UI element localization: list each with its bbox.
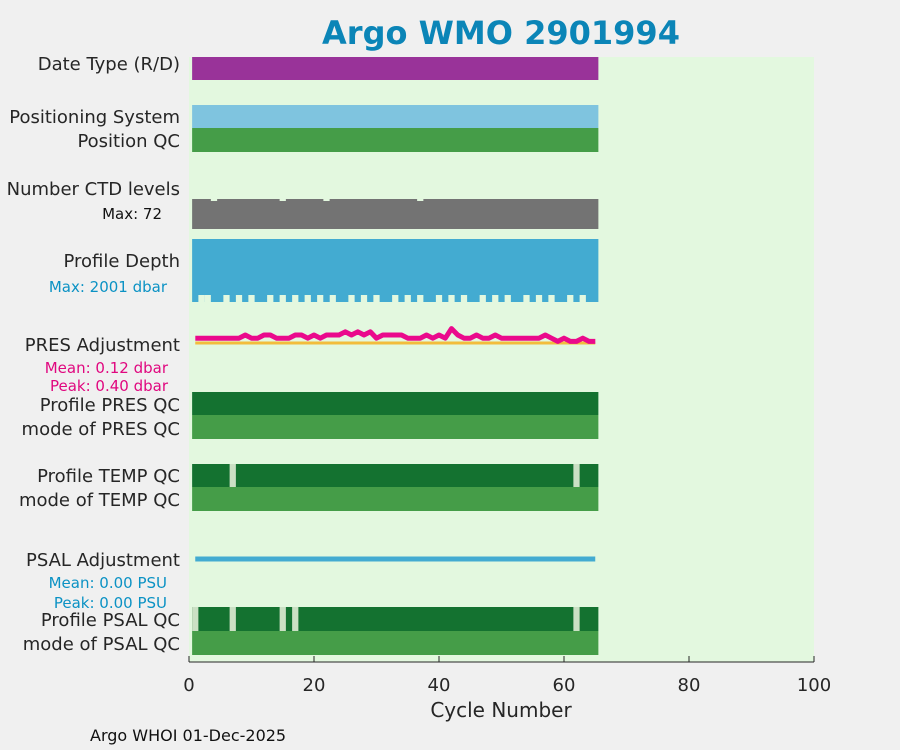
profile-depth-shallow-c47 <box>479 295 486 302</box>
profile-depth-shallow-c10 <box>248 295 255 302</box>
row-label-profile-psal-qc: Profile PSAL QC <box>41 610 180 631</box>
x-tick-label-100: 100 <box>797 675 831 696</box>
profile-depth-shallow-c23 <box>329 295 336 302</box>
pres-peak-annotation: Peak: 0.40 dbar <box>50 377 169 395</box>
x-tick-label-60: 60 <box>553 675 576 696</box>
ctd-level-dip-c22 <box>323 199 330 201</box>
positioning-system-bar <box>192 105 599 128</box>
ctd-level-dip-c4 <box>210 199 218 201</box>
x-axis-label: Cycle Number <box>430 698 572 722</box>
mode-psal-qc-bar <box>192 631 599 655</box>
profile-depth-shallow-c54 <box>523 295 530 302</box>
profile-depth-shallow-c42 <box>448 295 455 302</box>
pres-mean-annotation: Mean: 0.12 dbar <box>45 359 169 377</box>
profile-depth-shallow-c56 <box>535 295 543 302</box>
x-axis: 0 20 40 60 80 100 Cycle Number <box>183 656 831 722</box>
profile-psal-qc-gap-c15 <box>279 607 286 631</box>
row-label-profile-depth: Profile Depth <box>63 251 180 272</box>
position-qc-bar <box>192 128 599 152</box>
profile-depth-shallow-c37 <box>417 295 424 302</box>
row-label-positioning-system: Positioning System <box>9 107 180 128</box>
row-label-mode-temp-qc: mode of TEMP QC <box>19 490 180 511</box>
row-label-ctd-levels: Number CTD levels <box>7 179 180 200</box>
ctd-level-dip-c15 <box>279 199 286 201</box>
row-label-mode-pres-qc: mode of PRES QC <box>22 419 180 440</box>
profile-depth-shallow-c17 <box>292 295 299 302</box>
profile-depth-shallow-c8 <box>235 295 243 302</box>
ctd-level-dip-c37 <box>417 199 424 201</box>
profile-depth-shallow-c40 <box>435 295 443 302</box>
profile-psal-qc-gap-c1 <box>192 607 199 631</box>
row-label-mode-psal-qc: mode of PSAL QC <box>23 634 180 655</box>
profile-depth-shallow-c28 <box>360 295 368 302</box>
psal-peak-annotation: Peak: 0.00 PSU <box>54 594 167 612</box>
row-label-pres-adjustment: PRES Adjustment <box>25 335 180 356</box>
date-type-bar <box>192 57 599 80</box>
profile-depth-shallow-c2 <box>198 295 205 302</box>
row-annotations: Max: 72 Max: 2001 dbar Mean: 0.12 dbar P… <box>45 205 169 612</box>
profile-depth-shallow-c44 <box>460 295 468 302</box>
data-marks <box>192 57 599 655</box>
profile-depth-shallow-c61 <box>567 295 574 302</box>
profile-depth-shallow-c51 <box>504 295 511 302</box>
footer-credit: Argo WHOI 01-Dec-2025 <box>90 726 286 745</box>
profile-psal-qc-gap-c17 <box>292 607 299 631</box>
pres-adjustment-series <box>195 326 596 344</box>
profile-depth-shallow-c33 <box>392 295 399 302</box>
x-tick-label-80: 80 <box>678 675 701 696</box>
profile-depth-shallow-c49 <box>492 295 499 302</box>
profile-depth-shallow-c26 <box>348 295 355 302</box>
x-tick-label-20: 20 <box>303 675 326 696</box>
profile-psal-qc-gap-c7 <box>229 607 236 631</box>
x-tick-group: 0 20 40 60 80 100 <box>183 656 831 696</box>
profile-temp-qc-gap-c62 <box>573 464 580 487</box>
chart-title: Argo WMO 2901994 <box>322 14 680 52</box>
profile-depth-shallow-c63 <box>579 295 586 302</box>
profile-depth-shallow-c30 <box>373 295 380 302</box>
profile-depth-full-c22 <box>323 295 330 302</box>
mode-pres-qc-bar <box>192 415 599 439</box>
x-tick-label-40: 40 <box>428 675 451 696</box>
row-label-date-type: Date Type (R/D) <box>38 54 180 75</box>
profile-depth-shallow-c6 <box>223 295 230 302</box>
profile-psal-qc-bar <box>192 607 599 631</box>
profile-depth-shallow-c13 <box>267 295 274 302</box>
profile-depth-shallow-c3 <box>204 295 211 302</box>
x-tick-label-0: 0 <box>183 675 194 696</box>
mode-temp-qc-bar <box>192 487 599 511</box>
profile-temp-qc-bar <box>192 464 599 487</box>
ctd-levels-bar <box>192 199 599 229</box>
profile-depth-shallow-c19 <box>304 295 311 302</box>
psal-mean-annotation: Mean: 0.00 PSU <box>49 574 167 592</box>
profile-depth-shallow-c35 <box>404 295 411 302</box>
profile-depth-bar <box>192 239 599 302</box>
profile-pres-qc-bar <box>192 392 599 415</box>
row-label-psal-adjustment: PSAL Adjustment <box>26 550 180 571</box>
row-label-profile-pres-qc: Profile PRES QC <box>40 395 180 416</box>
row-label-position-qc: Position QC <box>77 131 180 152</box>
profile-depth-shallow-c58 <box>548 295 555 302</box>
row-labels: Date Type (R/D) Positioning System Posit… <box>7 54 180 655</box>
depth-max-annotation: Max: 2001 dbar <box>49 278 168 296</box>
profile-temp-qc-gap-c7 <box>229 464 236 487</box>
profile-depth-shallow-c21 <box>317 295 324 302</box>
row-label-profile-temp-qc: Profile TEMP QC <box>37 466 180 487</box>
ctd-max-annotation: Max: 72 <box>102 205 162 223</box>
profile-depth-shallow-c15 <box>279 295 286 302</box>
profile-psal-qc-gap-c62 <box>573 607 580 631</box>
